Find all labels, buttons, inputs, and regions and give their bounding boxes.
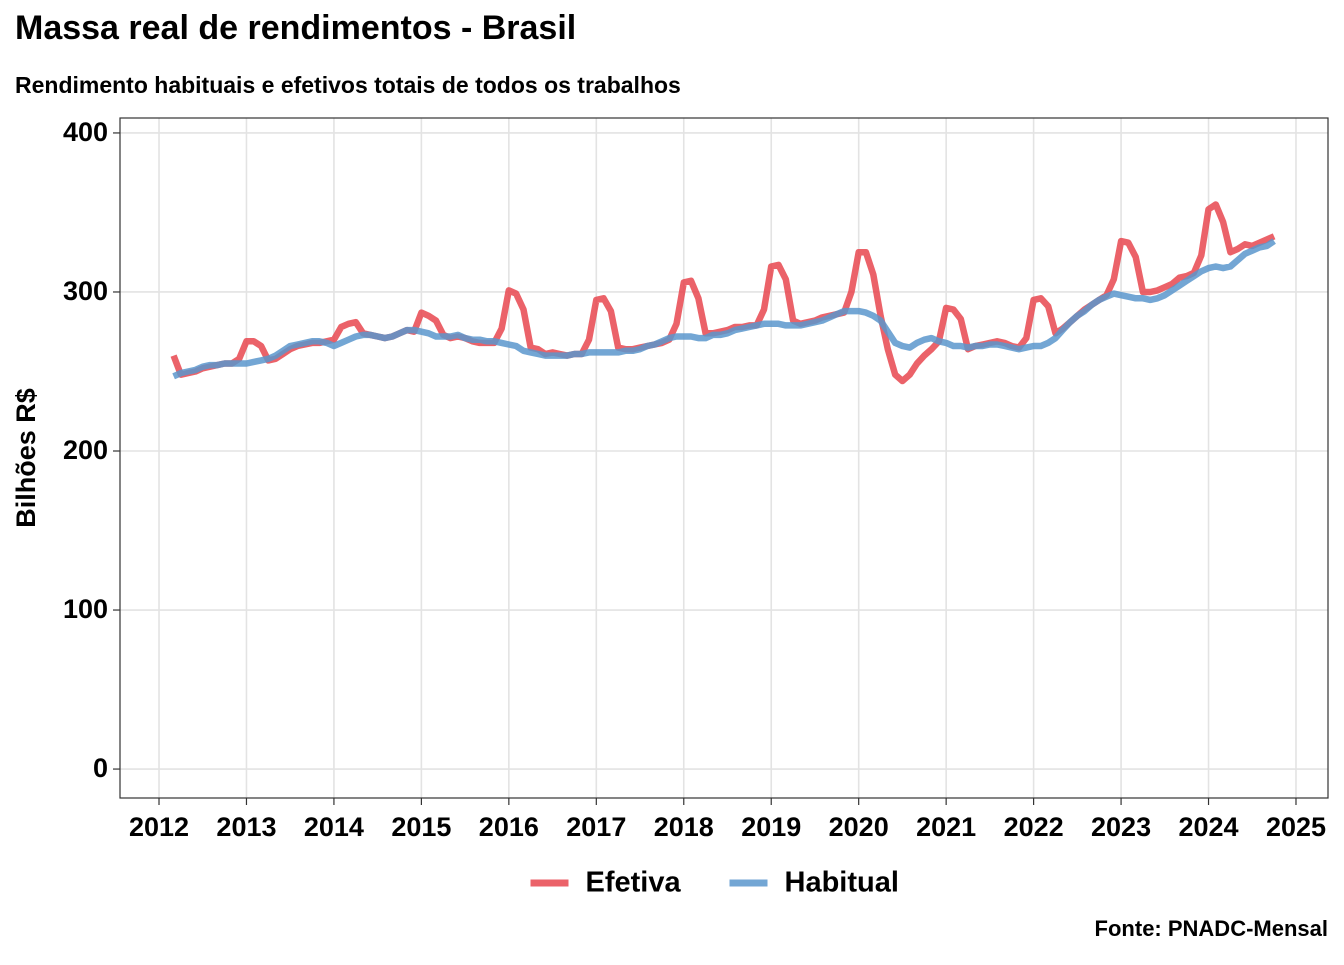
y-tick-label: 200 — [63, 435, 108, 465]
chart-title: Massa real de rendimentos - Brasil — [15, 9, 576, 47]
x-tick-label: 2023 — [1091, 812, 1151, 842]
x-tick-label: 2021 — [916, 812, 976, 842]
x-tick-label: 2019 — [741, 812, 801, 842]
y-tick-label: 300 — [63, 276, 108, 306]
series-line — [172, 238, 1276, 380]
x-tick-label: 2017 — [566, 812, 626, 842]
x-tick-label: 2013 — [216, 812, 276, 842]
source-note: Fonte: PNADC-Mensal — [1095, 916, 1328, 941]
plot-border — [119, 117, 1329, 799]
y-axis-label: Bilhões R$ — [11, 388, 41, 528]
x-tick-label: 2020 — [829, 812, 889, 842]
x-tick-label: 2014 — [304, 812, 364, 842]
x-tick-label: 2018 — [654, 812, 714, 842]
x-tick-label: 2022 — [1004, 812, 1064, 842]
x-tick-label: 2012 — [129, 812, 189, 842]
x-tick-label: 2016 — [479, 812, 539, 842]
legend-label: Efetiva — [586, 867, 682, 899]
x-tick-label: 2025 — [1266, 812, 1326, 842]
chart-subtitle: Rendimento habituais e efetivos totais d… — [15, 72, 681, 98]
y-tick-label: 0 — [93, 753, 108, 783]
legend-label: Habitual — [785, 867, 899, 899]
x-tick-label: 2024 — [1178, 812, 1238, 842]
x-tick-label: 2015 — [391, 812, 451, 842]
y-tick-label: 400 — [63, 117, 108, 147]
y-tick-label: 100 — [63, 594, 108, 624]
